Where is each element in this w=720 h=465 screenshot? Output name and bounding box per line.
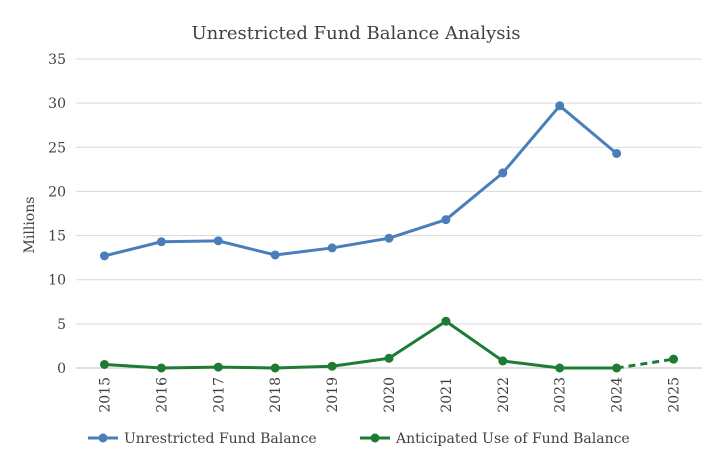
legend-swatch-marker [370, 433, 380, 443]
data-point [99, 359, 109, 369]
x-tick-label: 2025 [667, 377, 683, 413]
series-lines [99, 101, 679, 373]
y-tick-label: 30 [48, 96, 66, 112]
x-tick-label: 2022 [496, 377, 512, 413]
y-tick-label: 5 [57, 317, 66, 333]
x-tick-label: 2016 [154, 377, 170, 413]
x-tick-label: 2021 [439, 377, 455, 413]
data-point [270, 363, 280, 373]
data-point [99, 251, 109, 261]
x-tick-label: 2020 [382, 377, 398, 413]
data-point [270, 250, 280, 260]
data-point [441, 316, 451, 326]
y-tick-label: 15 [48, 229, 66, 245]
data-point [327, 243, 337, 253]
data-point [156, 237, 166, 247]
data-point [384, 233, 394, 243]
gridlines [76, 58, 702, 369]
legend-entry-label: Anticipated Use of Fund Balance [395, 431, 630, 447]
x-tick-label: 2024 [610, 377, 626, 413]
data-point [384, 353, 394, 363]
data-point [327, 361, 337, 371]
x-tick-label: 2017 [211, 377, 227, 413]
data-point [498, 356, 508, 366]
y-tick-label: 0 [57, 361, 66, 377]
data-point [612, 148, 622, 158]
series-line-projected [616, 357, 674, 370]
chart-title: Unrestricted Fund Balance Analysis [192, 23, 521, 44]
series-line [102, 104, 619, 258]
y-tick-label: 35 [48, 52, 66, 68]
data-point [441, 215, 451, 225]
data-point [669, 354, 679, 364]
y-tick-label: 20 [48, 184, 66, 200]
y-tick-label: 10 [48, 273, 66, 289]
data-point [498, 168, 508, 178]
x-tick-label: 2019 [325, 377, 341, 413]
y-axis-label: Millions [22, 197, 38, 254]
data-point [213, 236, 223, 246]
data-point [156, 363, 166, 373]
data-point [612, 363, 622, 373]
data-point [213, 362, 223, 372]
y-tick-label: 25 [48, 140, 66, 156]
x-tick-label: 2015 [97, 377, 113, 413]
x-axis-ticks: 2015 2016 2017 2018 2019 2020 2021 2022 2023 2024… [97, 377, 682, 413]
x-tick-label: 2023 [553, 377, 569, 413]
data-point [555, 101, 565, 111]
series-line [102, 319, 619, 370]
y-axis-ticks: 0 5 10 15 20 25 30 35 [48, 52, 66, 377]
legend: Unrestricted Fund Balance Anticipated Use… [88, 431, 630, 447]
x-tick-label: 2018 [268, 377, 284, 413]
legend-entry-label: Unrestricted Fund Balance [124, 431, 317, 447]
data-point [555, 363, 565, 373]
legend-swatch-marker [98, 433, 108, 443]
